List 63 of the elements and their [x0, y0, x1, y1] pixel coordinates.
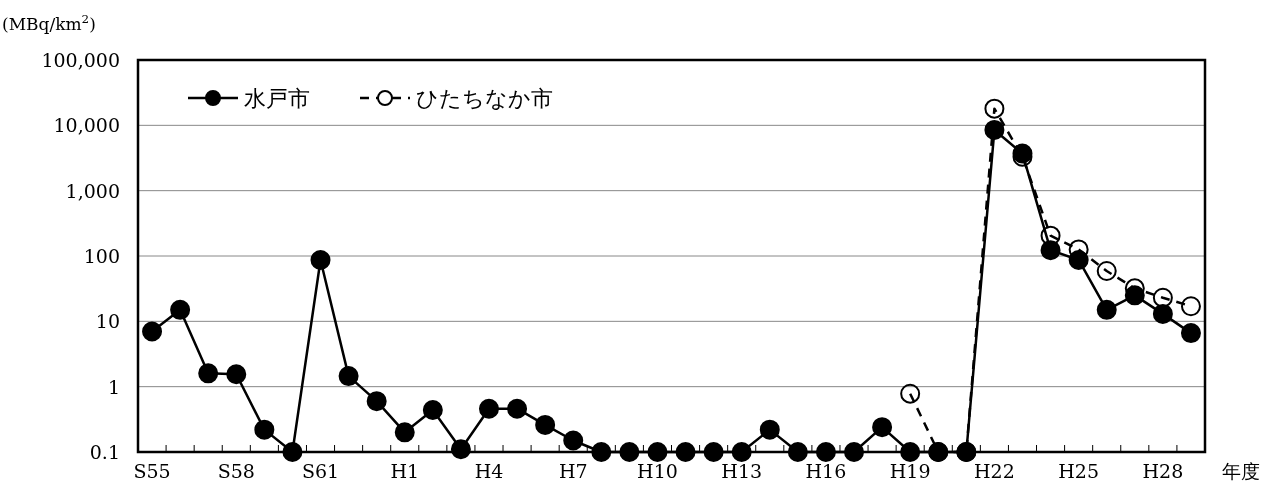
point [535, 414, 556, 435]
y-tick-label: 100 [83, 245, 120, 267]
point [366, 391, 387, 412]
point [310, 249, 331, 270]
y-tick-label: 10,000 [53, 114, 120, 137]
point [984, 119, 1005, 140]
x-tick-label: H10 [637, 460, 678, 482]
point [478, 398, 499, 419]
point [1180, 296, 1201, 317]
point [1152, 287, 1173, 308]
point [394, 422, 415, 443]
point [872, 417, 893, 438]
point [1040, 225, 1061, 246]
point [731, 442, 752, 462]
y-tick-label: 100,000 [41, 49, 120, 71]
x-tick-label: H16 [805, 460, 847, 482]
point [844, 442, 865, 462]
point [450, 439, 471, 460]
y-tick-label: 0.1 [89, 441, 120, 463]
point [815, 442, 836, 462]
x-tick-label: H25 [1058, 460, 1100, 482]
point [142, 321, 163, 342]
legend-label: 水戸市 [244, 86, 310, 111]
point [1152, 303, 1173, 324]
point [1040, 240, 1061, 261]
point [1180, 323, 1201, 344]
x-tick-label: H19 [889, 460, 931, 482]
point [507, 398, 528, 419]
point [1096, 299, 1117, 320]
x-tick-label: H28 [1142, 460, 1184, 482]
x-tick-label: S55 [133, 460, 171, 482]
point [254, 419, 275, 440]
x-tick-label: H22 [974, 460, 1015, 482]
point [591, 442, 612, 462]
x-tick-label: H4 [474, 460, 504, 482]
point [900, 442, 921, 462]
point [563, 430, 584, 451]
point [198, 363, 219, 384]
x-tick-label: H7 [558, 460, 588, 482]
point [170, 299, 191, 320]
x-axis-title: 年度 [1222, 460, 1260, 482]
point [675, 442, 696, 462]
point [647, 442, 668, 462]
y-tick-label: 1,000 [65, 179, 120, 202]
x-tick-label: S58 [217, 460, 255, 482]
point [619, 442, 640, 462]
point [422, 399, 443, 420]
point [759, 419, 780, 440]
legend-label: ひたちなか市 [416, 86, 553, 111]
x-tick-label: S61 [301, 460, 340, 482]
y-tick-label: 1 [107, 375, 120, 398]
point [787, 442, 808, 462]
y-tick-label: 10 [95, 310, 120, 333]
point [984, 98, 1005, 119]
point [703, 442, 724, 462]
y-axis-title: (MBq/km$^{2}$) [2, 12, 96, 34]
x-tick-label: H1 [390, 460, 420, 482]
point [338, 366, 359, 387]
point [900, 383, 921, 404]
point [282, 442, 303, 462]
x-tick-label: H13 [721, 460, 763, 482]
point [1096, 260, 1117, 281]
point [226, 364, 247, 385]
